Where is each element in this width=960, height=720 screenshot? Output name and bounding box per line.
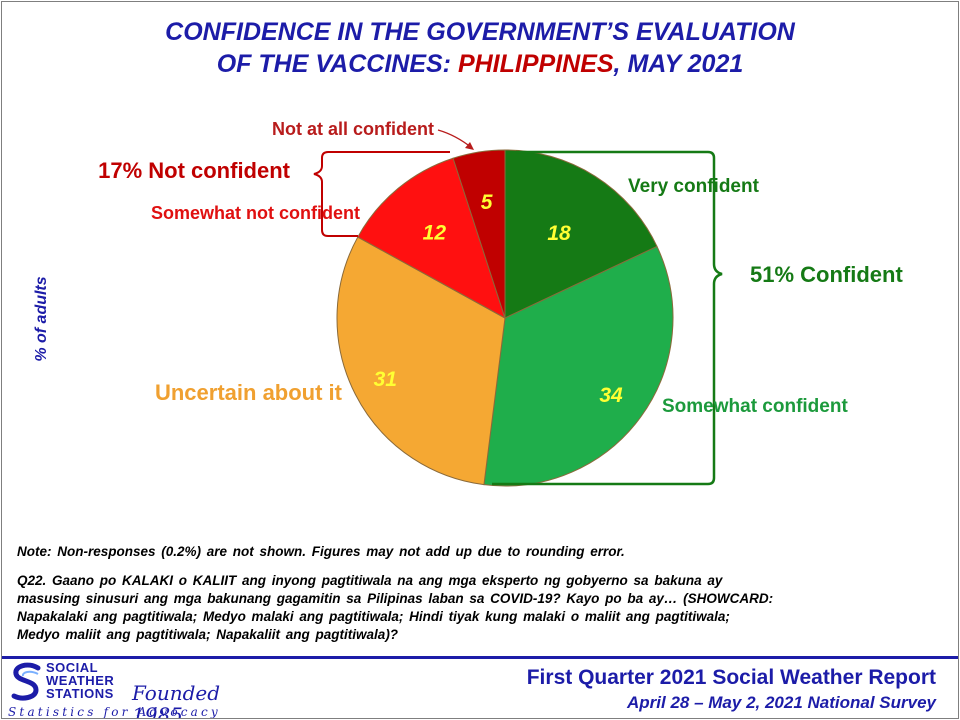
tagline: Statistics for Advocacy — [8, 705, 221, 719]
category-label-not-at-all-confident: Not at all confident — [272, 119, 434, 139]
chart-title: CONFIDENCE IN THE GOVERNMENT’S EVALUATIO… — [2, 16, 958, 80]
value-label-somewhat-confident: 34 — [599, 384, 623, 407]
question-line: Napakalaki ang pagtitiwala; Medyo malaki… — [17, 609, 730, 624]
pointer-arrowhead — [465, 142, 474, 150]
confident-bracket — [492, 150, 723, 486]
survey-dates: April 28 – May 2, 2021 National Survey — [627, 693, 936, 712]
pointer-line — [437, 129, 473, 149]
report-title: First Quarter 2021 Social Weather Report — [526, 666, 936, 689]
note-text: Note: Non-responses (0.2%) are not shown… — [17, 544, 625, 559]
pie-slice-not-at-all-confident — [452, 149, 506, 319]
category-label-uncertain: Uncertain about it — [155, 380, 343, 405]
sws-logo-mark — [11, 662, 41, 701]
org-name-line: STATIONS — [46, 686, 114, 701]
value-label-very-confident: 18 — [547, 222, 571, 245]
group-label-not-confident: 17% Not confident — [98, 158, 291, 183]
question-line: masusing sinusuri ang mga bakunang gagam… — [17, 591, 774, 606]
category-label-very-confident: Very confident — [628, 176, 760, 197]
question-line: Q22. Gaano po KALAKI o KALIIT ang inyong… — [17, 573, 723, 588]
group-brackets — [313, 129, 723, 486]
value-label-not-at-all-confident: 5 — [481, 191, 493, 214]
category-label-somewhat-confident: Somewhat confident — [662, 396, 848, 417]
question-text: Q22. Gaano po KALAKI o KALIIT ang inyong… — [17, 572, 952, 644]
pie-labels: 18 34 31 12 5 Very confident Somewhat confiden… — [98, 119, 903, 417]
pie-slices — [336, 149, 674, 487]
title-line-2-start: OF THE VACCINES: — [216, 50, 458, 78]
title-line-2-end: , MAY 2021 — [613, 50, 744, 78]
org-name-line: WEATHER — [46, 673, 115, 688]
not-confident-bracket — [313, 151, 450, 237]
org-name: SOCIAL WEATHER STATIONS — [46, 661, 114, 700]
group-label-confident: 51% Confident — [750, 262, 903, 287]
pie-chart: 18 34 31 12 5 Very confident Somewhat confiden… — [98, 119, 903, 487]
pie-slice-uncertain — [336, 236, 506, 486]
org-name-line: SOCIAL — [46, 660, 99, 675]
pie-slice-somewhat-not-confident — [357, 157, 506, 320]
category-label-somewhat-not-confident: Somewhat not confident — [151, 203, 360, 223]
title-highlight: PHILIPPINES — [457, 50, 614, 78]
title-line-2: OF THE VACCINES: PHILIPPINES, MAY 2021 — [2, 48, 958, 80]
founded-text: Founded 1985 — [132, 681, 221, 719]
value-label-uncertain: 31 — [374, 368, 397, 391]
question-line: Medyo maliit ang pagtitiwala; Napakaliit… — [17, 627, 399, 642]
title-line-1: CONFIDENCE IN THE GOVERNMENT’S EVALUATIO… — [165, 18, 795, 46]
value-label-somewhat-not-confident: 12 — [423, 222, 447, 245]
sws-logo: SOCIAL WEATHER STATIONS Founded 1985 Sta… — [6, 660, 266, 718]
footer-divider — [2, 656, 958, 659]
